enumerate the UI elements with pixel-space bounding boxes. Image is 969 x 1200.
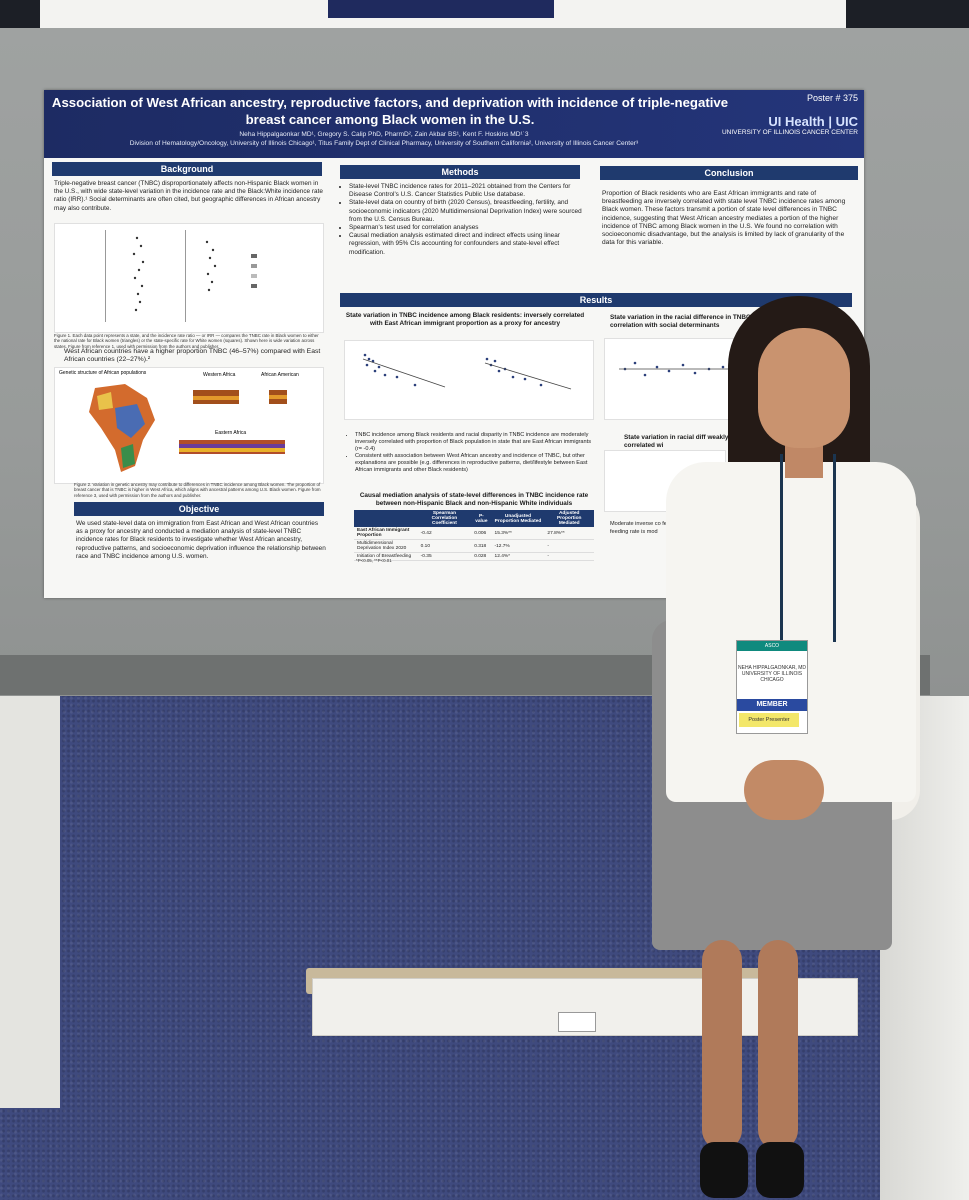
research-poster: Association of West African ancestry, re…	[44, 90, 864, 598]
badge-name: NEHA HIPPALGAONKAR, MD UNIVERSITY OF ILL…	[738, 665, 806, 683]
badge-member: MEMBER	[737, 699, 807, 711]
table-header	[354, 510, 418, 527]
logo-sub: UNIVERSITY OF ILLINOIS CANCER CENTER	[721, 129, 858, 136]
conclusion-text: Proportion of Black residents who are Ea…	[602, 190, 846, 247]
presenter-left-shoe	[700, 1142, 748, 1198]
background-text-2: West African countries have a higher pro…	[64, 348, 321, 364]
table-row: Initiation of Breastfeeding -0.35 0.028 …	[354, 552, 594, 561]
presenter-right-leg	[758, 940, 798, 1150]
lanyard	[780, 454, 836, 642]
author-list: Neha Hippalgaonkar MD¹, Gregory S. Calip…	[239, 131, 529, 138]
scatterplots-east-african	[344, 340, 594, 420]
table-cell: 0.10	[417, 539, 472, 553]
badge-conference: ASCO	[737, 641, 807, 651]
background-text: Triple-negative breast cancer (TNBC) dis…	[54, 180, 323, 212]
figure-2-caption: Figure 2. Variation in genetic ancestry …	[74, 482, 321, 498]
poster-header: Association of West African ancestry, re…	[44, 90, 864, 158]
table-header: Unadjusted Proportion Mediated	[491, 510, 545, 527]
table-header-row: Spearman Correlation Coefficient P-value…	[354, 510, 594, 527]
results-bullets: TNBC incidence among Black residents and…	[346, 432, 592, 474]
figure-1-dot-plot	[54, 223, 324, 333]
figure-1-graphic	[105, 230, 257, 322]
results-bullet: Consistent with association between West…	[355, 453, 592, 474]
table-cell: Multidimensional Deprivation Index 2020	[354, 539, 418, 553]
table-note: *P<0.05, **P<0.01	[356, 558, 392, 563]
table-cell: -12.7%	[491, 539, 545, 553]
figure-2-label-east: Eastern Africa	[215, 430, 247, 436]
results-heading: Results	[340, 293, 852, 307]
background-heading: Background	[52, 162, 322, 176]
table-cell: -	[544, 539, 594, 553]
results-subtitle-1: State variation in TNBC incidence among …	[345, 312, 585, 327]
affiliation-list: Division of Hematology/Oncology, Univers…	[129, 140, 639, 147]
objective-heading: Objective	[74, 502, 324, 516]
table-header: P-value	[471, 510, 492, 527]
table-cell: -0.35	[417, 552, 472, 561]
logo-main: UI Health | UIC	[768, 114, 858, 129]
badge-ribbon: Poster Presenter	[739, 713, 799, 727]
table-cell: 0.006	[471, 527, 492, 540]
presenter-left-leg	[702, 940, 742, 1150]
poster-authors: Neha Hippalgaonkar MD¹, Gregory S. Calip…	[44, 130, 724, 148]
institution-logo: UI Health | UIC UNIVERSITY OF ILLINOIS C…	[718, 114, 858, 137]
methods-item: Causal mediation analysis estimated dire…	[349, 232, 584, 257]
table-cell: 0.028	[471, 552, 492, 561]
table-header: Adjusted Proportion Mediated	[544, 510, 594, 527]
table-cell: 27.8%**	[544, 527, 594, 540]
figure-2-title: Genetic structure of African populations	[59, 370, 147, 376]
presenter-face	[758, 328, 850, 448]
figure-2-graphic	[89, 384, 287, 472]
table-cell: East African Immigrant Proportion	[354, 527, 418, 540]
table-cell: 12.4%*	[491, 552, 545, 561]
figure-1-caption: Figure 1. Each data point represents a s…	[54, 333, 319, 349]
results-subtitle-3: State variation in racial diff weakly co…	[624, 434, 729, 449]
name-badge: ASCO NEHA HIPPALGAONKAR, MD UNIVERSITY O…	[736, 640, 808, 734]
table-cell: 15.3%**	[491, 527, 545, 540]
table-cell: -	[544, 552, 594, 561]
results-subtitle-2: State variation in the racial difference…	[610, 314, 761, 329]
table-cell: -0.42	[417, 527, 472, 540]
methods-item: State-level TNBC incidence rates for 201…	[349, 183, 584, 199]
results-side-bullets: Moderate inverse co feed infants and TN …	[610, 521, 711, 536]
scatterplots-graphic	[362, 353, 572, 390]
presenter-hands	[744, 760, 824, 820]
presenter-person: ASCO NEHA HIPPALGAONKAR, MD UNIVERSITY O…	[640, 290, 940, 1200]
poster-title: Association of West African ancestry, re…	[51, 95, 729, 127]
shipping-label	[558, 1012, 596, 1032]
table-cell: 0.318	[471, 539, 492, 553]
presenter-right-shoe	[756, 1142, 804, 1198]
presenter-blouse	[666, 462, 916, 802]
figure-2-ancestry-map: Genetic structure of African populations…	[54, 367, 324, 484]
adjacent-poster-banner	[328, 0, 554, 18]
mediation-table: Spearman Correlation Coefficient P-value…	[354, 510, 594, 561]
table-row: East African Immigrant Proportion -0.42 …	[354, 527, 594, 540]
methods-item: State-level data on country of birth (20…	[349, 199, 584, 224]
methods-list: State-level TNBC incidence rates for 201…	[340, 183, 584, 257]
methods-heading: Methods	[340, 165, 580, 179]
poster-number: Poster # 375	[806, 93, 858, 103]
left-wall-panel	[0, 668, 60, 1108]
results-bullet: TNBC incidence among Black residents and…	[355, 432, 592, 453]
methods-item: Spearman's test used for correlation ana…	[349, 224, 584, 232]
figure-2-label-west: Western Africa	[203, 372, 236, 378]
table-row: Multidimensional Deprivation Index 2020 …	[354, 539, 594, 553]
conclusion-heading: Conclusion	[600, 166, 858, 180]
table-header: Spearman Correlation Coefficient	[417, 510, 472, 527]
scatterplot-graphic-2	[619, 361, 745, 377]
mediation-table-title: Causal mediation analysis of state-level…	[359, 492, 589, 507]
table-cell: Initiation of Breastfeeding	[354, 552, 418, 561]
figure-2-label-aa: African American	[261, 372, 299, 378]
objective-text: We used state-level data on immigration …	[76, 520, 326, 560]
